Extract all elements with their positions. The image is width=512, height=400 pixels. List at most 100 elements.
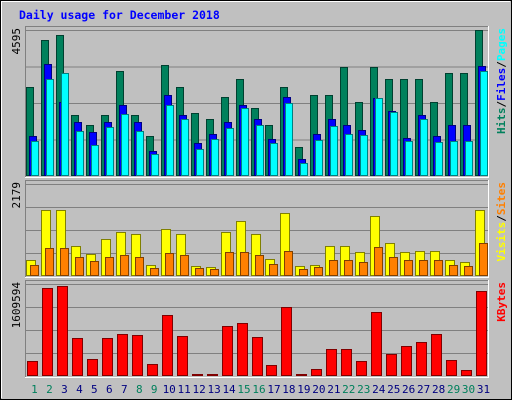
bar-kbytes-day-9 <box>147 364 158 376</box>
x-tick-label-5: 5 <box>91 383 98 396</box>
bar-pages-day-3 <box>61 73 69 176</box>
bar-pages-day-8 <box>136 131 144 176</box>
legend-entry: Sites <box>495 182 508 215</box>
x-tick-label-16: 16 <box>252 383 265 396</box>
legend-entry: Hits <box>495 108 508 135</box>
bar-kbytes-day-22 <box>341 349 352 376</box>
bar-pages-day-5 <box>91 145 99 176</box>
bar-sites-day-9 <box>150 268 159 276</box>
x-tick-label-23: 23 <box>357 383 370 396</box>
bar-kbytes-day-11 <box>177 336 188 376</box>
legend-entry: KBytes <box>495 282 508 322</box>
bar-pages-day-7 <box>121 114 129 176</box>
x-tick-label-28: 28 <box>432 383 445 396</box>
bar-pages-day-21 <box>330 126 338 176</box>
bar-sites-day-25 <box>389 257 398 276</box>
bar-pages-day-18 <box>285 103 293 176</box>
bar-pages-day-2 <box>46 79 54 176</box>
bar-sites-day-28 <box>434 260 443 276</box>
x-tick-label-20: 20 <box>312 383 325 396</box>
bar-kbytes-day-21 <box>326 349 337 376</box>
bar-sites-day-7 <box>120 255 129 276</box>
x-tick-label-26: 26 <box>402 383 415 396</box>
bar-sites-day-3 <box>60 248 69 276</box>
bar-sites-day-11 <box>180 255 189 276</box>
x-tick-label-6: 6 <box>106 383 113 396</box>
bar-sites-day-26 <box>404 260 413 276</box>
bar-kbytes-day-4 <box>72 338 83 376</box>
bar-kbytes-day-2 <box>42 288 53 376</box>
bar-pages-day-10 <box>166 105 174 176</box>
bar-pages-day-9 <box>151 154 159 176</box>
legend-entry: Pages <box>495 28 508 61</box>
bar-pages-day-11 <box>181 119 189 176</box>
legend-entry: Files <box>495 68 508 101</box>
x-tick-label-8: 8 <box>136 383 143 396</box>
bar-kbytes-day-13 <box>207 374 218 376</box>
x-tick-label-21: 21 <box>327 383 340 396</box>
x-tick-label-2: 2 <box>46 383 53 396</box>
legend-entry: / <box>495 61 508 68</box>
bar-kbytes-day-26 <box>401 346 412 376</box>
legend-entry: Visits <box>495 222 508 262</box>
bar-kbytes-day-17 <box>266 365 277 376</box>
bar-kbytes-day-3 <box>57 286 68 376</box>
bar-pages-day-16 <box>256 125 264 176</box>
bar-pages-day-1 <box>31 141 39 176</box>
side-legend: Hits/Files/Pages <box>495 28 508 134</box>
x-tick-label-14: 14 <box>222 383 236 396</box>
bar-pages-day-26 <box>405 141 413 176</box>
bar-kbytes-day-14 <box>222 326 233 376</box>
x-tick-label-12: 12 <box>193 383 206 396</box>
bar-kbytes-day-19 <box>296 374 307 376</box>
bar-pages-day-14 <box>226 128 234 176</box>
bar-sites-day-5 <box>90 261 99 276</box>
bar-pages-day-28 <box>435 142 443 176</box>
bar-sites-day-4 <box>75 257 84 276</box>
bar-kbytes-day-20 <box>311 369 322 376</box>
bar-sites-day-23 <box>359 262 368 276</box>
bar-pages-day-24 <box>375 98 383 176</box>
x-axis-labels: 1 2 3 4 5 6 7 8 9 10 11 12 13 14 15 16 17 18 19 20 21 22 23 24 2… <box>31 383 490 396</box>
chart-title: Daily usage for December 2018 <box>19 8 220 22</box>
bar-pages-day-17 <box>270 143 278 176</box>
bar-kbytes-day-25 <box>386 354 397 376</box>
x-tick-label-22: 22 <box>342 383 355 396</box>
y-max-label: 1609594 <box>10 282 23 329</box>
bar-kbytes-day-24 <box>371 312 382 376</box>
x-tick-label-18: 18 <box>282 383 295 396</box>
bar-kbytes-day-30 <box>461 370 472 376</box>
panels: 4595Hits/Files/Pages2179Visits/Sites1609… <box>10 26 508 378</box>
bar-kbytes-day-6 <box>102 338 113 376</box>
bar-sites-day-14 <box>225 252 234 276</box>
side-legend: Visits/Sites <box>495 182 508 262</box>
panel-visits-sites: 2179 Visits/Sites <box>10 180 508 278</box>
x-tick-label-1: 1 <box>31 383 38 396</box>
y-max-label: 2179 <box>10 182 23 209</box>
bar-sites-day-15 <box>240 252 249 276</box>
bar-kbytes-day-12 <box>192 374 203 376</box>
bar-kbytes-day-31 <box>476 291 487 376</box>
bar-sites-day-10 <box>165 253 174 276</box>
bar-kbytes-day-16 <box>252 337 263 376</box>
bar-pages-day-19 <box>300 163 308 176</box>
x-tick-label-29: 29 <box>447 383 460 396</box>
bar-kbytes-day-28 <box>431 334 442 376</box>
x-tick-label-25: 25 <box>387 383 400 396</box>
x-tick-label-11: 11 <box>178 383 191 396</box>
bar-sites-day-12 <box>195 268 204 276</box>
bar-sites-day-19 <box>299 269 308 276</box>
y-max-label: 4595 <box>10 28 23 55</box>
bar-kbytes-day-1 <box>27 361 38 376</box>
x-tick-label-30: 30 <box>462 383 475 396</box>
bar-pages-day-20 <box>315 140 323 176</box>
bar-pages-day-6 <box>106 127 114 176</box>
x-tick-label-19: 19 <box>297 383 310 396</box>
bar-kbytes-day-29 <box>446 360 457 376</box>
bar-sites-day-21 <box>329 260 338 276</box>
x-tick-label-9: 9 <box>151 383 158 396</box>
bar-pages-day-13 <box>211 139 219 176</box>
bar-sites-day-30 <box>464 266 473 276</box>
bar-sites-day-27 <box>419 260 428 276</box>
